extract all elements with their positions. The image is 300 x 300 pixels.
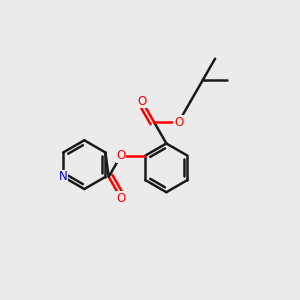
Text: O: O (174, 116, 183, 129)
Text: O: O (137, 94, 147, 108)
Text: N: N (59, 170, 68, 183)
Text: O: O (116, 192, 125, 205)
Text: O: O (116, 149, 125, 162)
